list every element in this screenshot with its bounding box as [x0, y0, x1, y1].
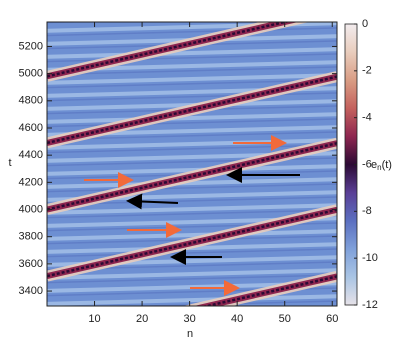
label-base: e — [371, 159, 377, 171]
annotation-arrows — [84, 135, 300, 296]
x-tick-label: 10 — [88, 313, 100, 325]
colorbar-tick-label: -8 — [362, 205, 372, 217]
ridge-core — [47, 75, 337, 145]
colorbar-tick-label: -6 — [362, 158, 372, 170]
y-tick-label: 3400 — [19, 285, 43, 297]
ridge — [47, 22, 299, 80]
ridge-core — [47, 208, 337, 278]
y-tick-label: 4400 — [19, 149, 43, 161]
label-sub: n — [377, 163, 381, 172]
colorbar-label: en(t) — [371, 159, 392, 172]
y-tick-label: 5000 — [19, 68, 43, 80]
ridges — [47, 22, 337, 306]
colorbar-tick-label: -12 — [362, 299, 378, 311]
x-axis-label: n — [187, 328, 193, 340]
ridge-core — [201, 275, 337, 306]
x-tick-label: 60 — [326, 313, 338, 325]
y-tick-label: 3600 — [19, 258, 43, 270]
ridge-core — [47, 141, 337, 211]
y-tick-label: 5200 — [19, 40, 43, 52]
colorbar-tick-label: -4 — [362, 112, 372, 124]
y-tick-label: 3800 — [19, 231, 43, 243]
y-tick-label: 4200 — [19, 176, 43, 188]
x-tick-label: 30 — [183, 313, 195, 325]
x-tick-label: 20 — [136, 313, 148, 325]
arrow — [126, 193, 179, 210]
plot-frame — [46, 21, 338, 307]
label-rest: (t) — [382, 159, 392, 171]
colorbar-tick-label: -10 — [362, 252, 378, 264]
y-tick-label: 4000 — [19, 203, 43, 215]
x-tick-label: 50 — [279, 313, 291, 325]
y-axis-label: t — [8, 157, 11, 169]
y-tick-label: 4800 — [19, 95, 43, 107]
x-tick-label: 40 — [231, 313, 243, 325]
colorbar-tick-label: -2 — [362, 65, 372, 77]
y-tick-label: 4600 — [19, 122, 43, 134]
colorbar-tick-label: 0 — [362, 18, 368, 30]
